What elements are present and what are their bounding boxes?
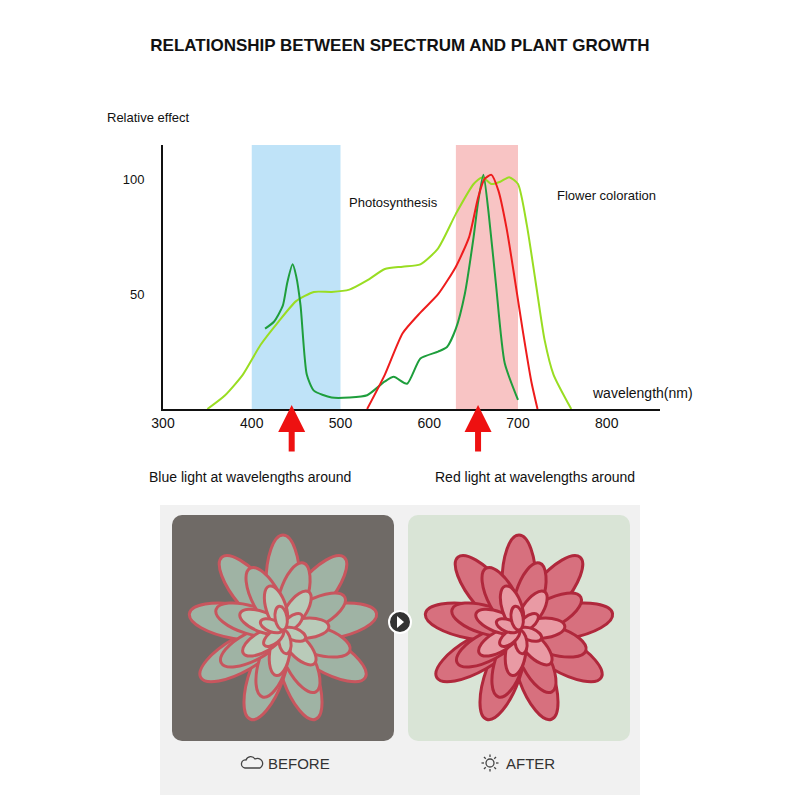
svg-text:BEFORE: BEFORE [268, 755, 330, 772]
svg-text:800: 800 [595, 415, 619, 431]
svg-text:Photosynthesis: Photosynthesis [349, 195, 438, 210]
svg-text:Relative effect: Relative effect [107, 110, 190, 125]
svg-text:600: 600 [418, 415, 442, 431]
svg-text:wavelength(nm): wavelength(nm) [592, 385, 693, 401]
svg-text:Blue light at wavelengths arou: Blue light at wavelengths around [149, 469, 351, 485]
svg-text:Flower coloration: Flower coloration [557, 188, 656, 203]
svg-text:50: 50 [130, 287, 144, 302]
svg-text:AFTER: AFTER [506, 755, 555, 772]
svg-text:500: 500 [329, 415, 353, 431]
svg-text:100: 100 [123, 172, 145, 187]
svg-text:RELATIONSHIP BETWEEN SPECTRUM: RELATIONSHIP BETWEEN SPECTRUM AND PLANT … [150, 36, 649, 55]
svg-text:300: 300 [151, 415, 175, 431]
svg-text:400: 400 [240, 415, 264, 431]
svg-text:Red light at wavelengths aroun: Red light at wavelengths around [435, 469, 635, 485]
svg-text:700: 700 [506, 415, 530, 431]
